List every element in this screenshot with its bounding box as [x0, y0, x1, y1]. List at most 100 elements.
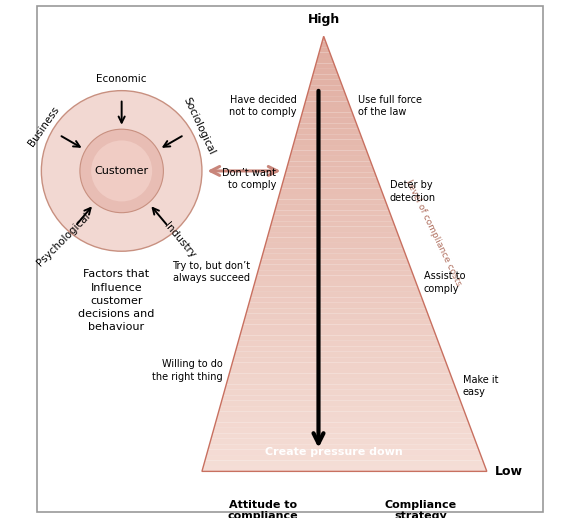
- Polygon shape: [313, 69, 338, 74]
- Text: Industry: Industry: [162, 220, 197, 260]
- Polygon shape: [246, 308, 427, 313]
- Polygon shape: [238, 336, 438, 341]
- Text: Compliance
strategy: Compliance strategy: [385, 500, 457, 518]
- Polygon shape: [270, 221, 395, 227]
- Text: Sociological: Sociological: [182, 96, 218, 156]
- Polygon shape: [253, 281, 418, 286]
- Polygon shape: [229, 368, 450, 373]
- Polygon shape: [275, 205, 389, 210]
- Polygon shape: [223, 390, 458, 395]
- Polygon shape: [264, 243, 403, 249]
- Polygon shape: [282, 178, 379, 183]
- Polygon shape: [211, 433, 474, 439]
- Polygon shape: [206, 450, 481, 455]
- Circle shape: [91, 140, 152, 202]
- Polygon shape: [255, 276, 415, 281]
- Polygon shape: [278, 194, 385, 199]
- Polygon shape: [260, 259, 409, 265]
- Text: Business: Business: [27, 104, 61, 148]
- Polygon shape: [237, 341, 440, 346]
- Text: Willing to do
the right thing: Willing to do the right thing: [152, 359, 222, 382]
- Polygon shape: [251, 292, 422, 297]
- Polygon shape: [284, 172, 376, 178]
- Polygon shape: [314, 63, 336, 69]
- Polygon shape: [295, 134, 362, 139]
- Polygon shape: [222, 395, 461, 401]
- Polygon shape: [302, 107, 352, 112]
- Polygon shape: [292, 145, 367, 150]
- Polygon shape: [321, 41, 328, 47]
- Polygon shape: [269, 227, 397, 232]
- Polygon shape: [263, 249, 405, 254]
- Text: Economic: Economic: [96, 74, 147, 83]
- Polygon shape: [316, 58, 334, 63]
- Polygon shape: [318, 52, 332, 58]
- Polygon shape: [216, 417, 469, 423]
- Text: Assist to
comply: Assist to comply: [424, 271, 465, 294]
- Polygon shape: [205, 455, 483, 461]
- Polygon shape: [277, 199, 387, 205]
- Text: Use full force
of the law: Use full force of the law: [358, 95, 422, 118]
- Polygon shape: [287, 161, 372, 167]
- Polygon shape: [301, 112, 354, 118]
- Polygon shape: [281, 183, 381, 189]
- Polygon shape: [217, 412, 466, 417]
- Text: Have decided
not to comply: Have decided not to comply: [229, 95, 296, 118]
- Polygon shape: [307, 91, 346, 96]
- Polygon shape: [272, 215, 393, 221]
- Polygon shape: [235, 346, 442, 352]
- Polygon shape: [299, 118, 356, 123]
- Text: Don’t want
to comply: Don’t want to comply: [222, 167, 276, 190]
- Polygon shape: [310, 80, 342, 85]
- Polygon shape: [228, 373, 452, 379]
- Polygon shape: [220, 401, 462, 406]
- Polygon shape: [240, 330, 436, 336]
- Text: Factors that
Influence
customer
decisions and
behaviour: Factors that Influence customer decision…: [78, 269, 155, 332]
- Polygon shape: [213, 428, 473, 433]
- Polygon shape: [261, 254, 407, 259]
- Polygon shape: [266, 237, 401, 243]
- Text: Create pressure down: Create pressure down: [265, 447, 403, 457]
- Polygon shape: [290, 150, 368, 156]
- Polygon shape: [209, 439, 477, 444]
- Polygon shape: [280, 189, 383, 194]
- Polygon shape: [273, 210, 391, 215]
- Text: Make it
easy: Make it easy: [463, 375, 498, 397]
- Polygon shape: [306, 96, 348, 102]
- Polygon shape: [233, 357, 446, 363]
- Polygon shape: [311, 74, 340, 80]
- Polygon shape: [219, 406, 465, 412]
- Polygon shape: [226, 379, 454, 384]
- Text: Attitude to
compliance: Attitude to compliance: [227, 500, 298, 518]
- Polygon shape: [202, 466, 487, 471]
- Polygon shape: [243, 319, 432, 324]
- Polygon shape: [214, 423, 470, 428]
- Polygon shape: [309, 85, 344, 91]
- Circle shape: [41, 91, 202, 251]
- Text: Try to, but don’t
always succeed: Try to, but don’t always succeed: [172, 261, 250, 283]
- Polygon shape: [285, 167, 375, 172]
- Polygon shape: [252, 286, 419, 292]
- Text: Low: Low: [495, 465, 523, 478]
- Polygon shape: [267, 232, 399, 237]
- Polygon shape: [296, 128, 360, 134]
- Polygon shape: [231, 363, 448, 368]
- Polygon shape: [258, 265, 411, 270]
- Polygon shape: [322, 36, 326, 41]
- Text: Psychological: Psychological: [35, 211, 92, 268]
- Polygon shape: [298, 123, 358, 128]
- Polygon shape: [249, 297, 423, 303]
- Polygon shape: [248, 303, 426, 308]
- Polygon shape: [234, 352, 444, 357]
- Polygon shape: [319, 47, 330, 52]
- Text: Deter by
detection: Deter by detection: [390, 180, 436, 203]
- Text: Level of compliance costs: Level of compliance costs: [404, 179, 463, 287]
- Polygon shape: [289, 156, 371, 161]
- Polygon shape: [245, 313, 430, 319]
- Text: Customer: Customer: [95, 166, 148, 176]
- Polygon shape: [304, 102, 350, 107]
- Polygon shape: [293, 139, 364, 145]
- Polygon shape: [204, 461, 485, 466]
- Polygon shape: [225, 384, 456, 390]
- Polygon shape: [257, 270, 414, 276]
